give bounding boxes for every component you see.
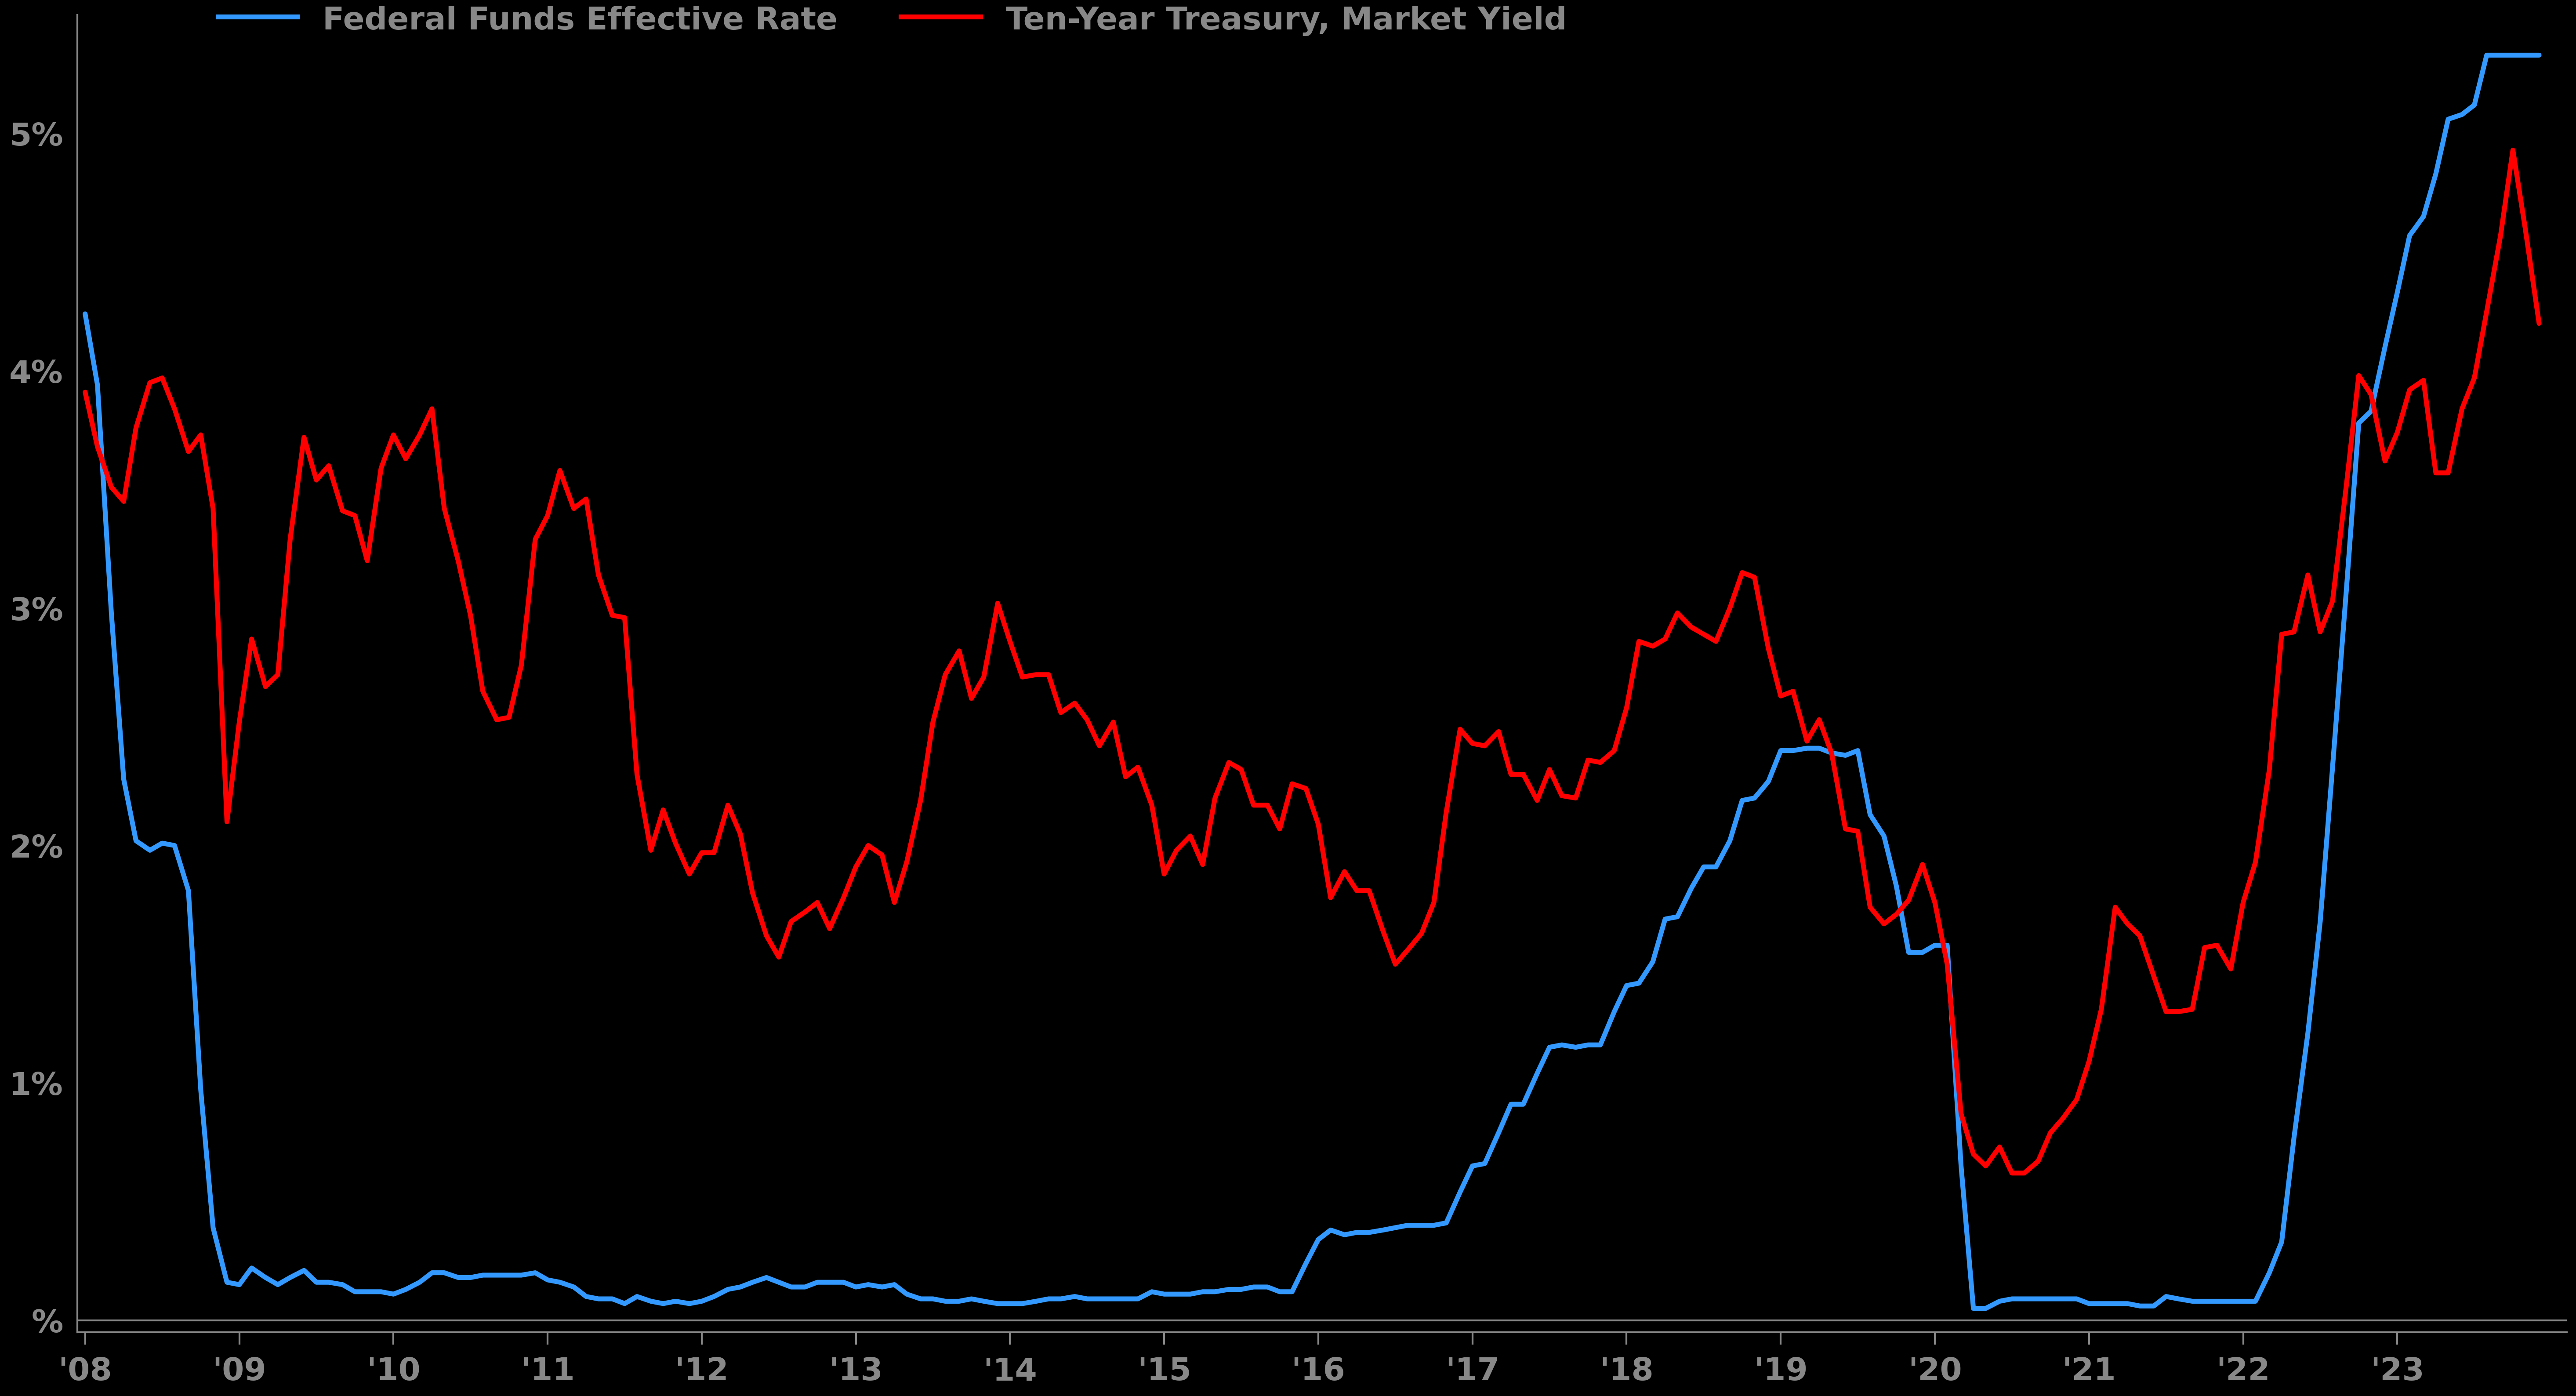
Legend: Federal Funds Effective Rate, Ten-Year Treasury, Market Yield: Federal Funds Effective Rate, Ten-Year T… [219, 4, 1566, 36]
